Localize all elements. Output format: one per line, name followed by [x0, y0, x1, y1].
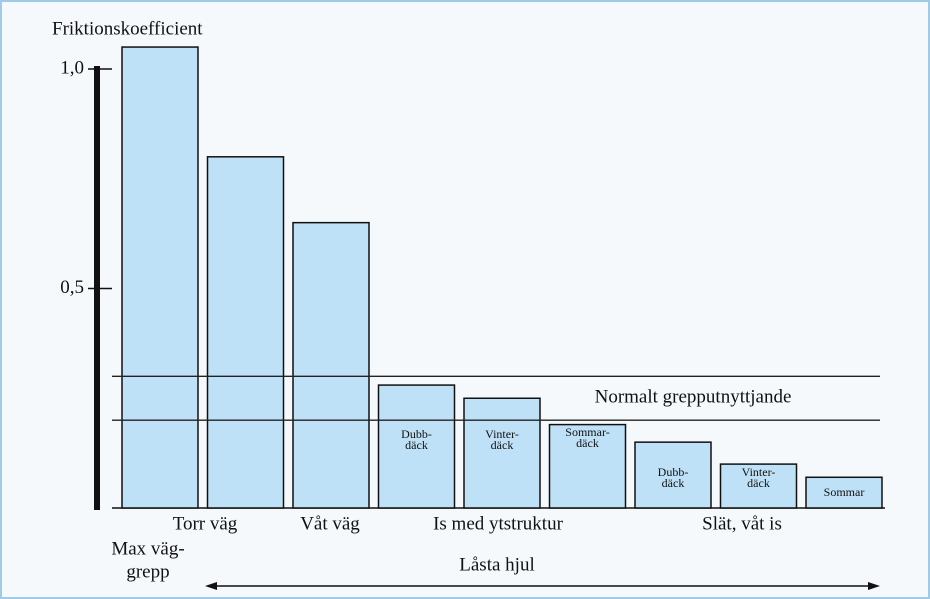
bar-label: Dubb- — [401, 427, 432, 441]
bar-label: däck — [405, 438, 428, 452]
bar — [121, 46, 199, 509]
reference-label: Normalt grepputnyttjande — [595, 386, 792, 407]
y-tick-label: 0,5 — [60, 277, 84, 298]
bar-label: däck — [576, 436, 599, 450]
group-label: Våt väg — [300, 513, 360, 534]
bar — [548, 423, 627, 509]
bar-label: Vinter- — [742, 465, 776, 479]
arrow-head — [205, 582, 217, 590]
arrow-head — [868, 582, 880, 590]
group-label: Slät, våt is — [702, 513, 782, 534]
bar — [292, 221, 370, 509]
annotation: Max väg- — [111, 538, 184, 559]
annotation: grepp — [126, 561, 169, 582]
annotation: Låsta hjul — [459, 554, 534, 575]
bar — [463, 397, 541, 509]
group-label: Is med ytstruktur — [433, 513, 563, 534]
bar — [634, 441, 712, 509]
bar — [206, 156, 285, 509]
axis-title: Friktionskoefficient — [52, 18, 203, 39]
bar-label: Vinter- — [485, 427, 519, 441]
bar-label: Sommar — [824, 485, 865, 499]
bar-label: däck — [747, 476, 770, 490]
bar-label: Sommar- — [565, 425, 609, 439]
bar — [719, 463, 798, 509]
bar-label: däck — [662, 476, 685, 490]
bar-label: däck — [491, 438, 514, 452]
bar — [377, 384, 456, 509]
group-label: Torr väg — [173, 513, 238, 534]
bar — [805, 476, 883, 509]
bar-label: Dubb- — [658, 465, 689, 479]
y-tick-label: 1,0 — [60, 57, 84, 78]
